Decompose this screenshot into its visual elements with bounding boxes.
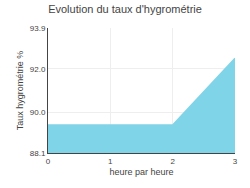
svg-text:93.9: 93.9 bbox=[30, 24, 46, 33]
svg-text:0: 0 bbox=[46, 157, 51, 166]
svg-text:Taux hygrométrie %: Taux hygrométrie % bbox=[15, 51, 25, 131]
svg-text:1: 1 bbox=[108, 157, 113, 166]
svg-text:92.0: 92.0 bbox=[30, 65, 46, 74]
svg-text:Evolution du taux d'hygrométri: Evolution du taux d'hygrométrie bbox=[48, 3, 202, 15]
svg-text:88.1: 88.1 bbox=[30, 149, 46, 158]
svg-text:3: 3 bbox=[233, 157, 238, 166]
svg-text:90.0: 90.0 bbox=[30, 108, 46, 117]
svg-text:2: 2 bbox=[170, 157, 175, 166]
svg-text:heure par heure: heure par heure bbox=[109, 167, 173, 177]
